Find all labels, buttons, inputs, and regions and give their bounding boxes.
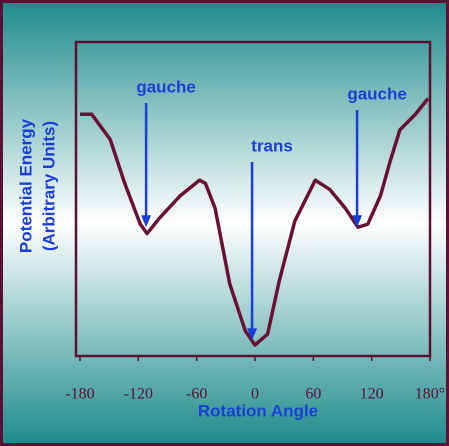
- x-tick-label: 180°: [415, 386, 445, 403]
- x-tick-label: -180: [65, 386, 94, 403]
- x-tick-label: 0: [251, 386, 259, 403]
- y-axis-label: (Arbitrary Units): [39, 121, 58, 251]
- y-axis-label: Potential Energy: [16, 118, 35, 253]
- x-tick-label: -60: [186, 386, 207, 403]
- plot-frame: [74, 40, 432, 358]
- x-tick-label: -120: [124, 386, 153, 403]
- x-tick-label: 120: [360, 386, 384, 403]
- curve: [80, 97, 430, 347]
- arrow-head: [247, 328, 258, 341]
- x-tick-label: 60: [305, 386, 321, 403]
- annotation-label: gauche: [136, 77, 196, 96]
- annotation-label: gauche: [347, 84, 407, 103]
- arrow-head: [352, 215, 363, 228]
- arrow-head: [141, 215, 152, 228]
- annotation-label: trans: [251, 136, 293, 155]
- x-axis-label: Rotation Angle: [198, 401, 318, 420]
